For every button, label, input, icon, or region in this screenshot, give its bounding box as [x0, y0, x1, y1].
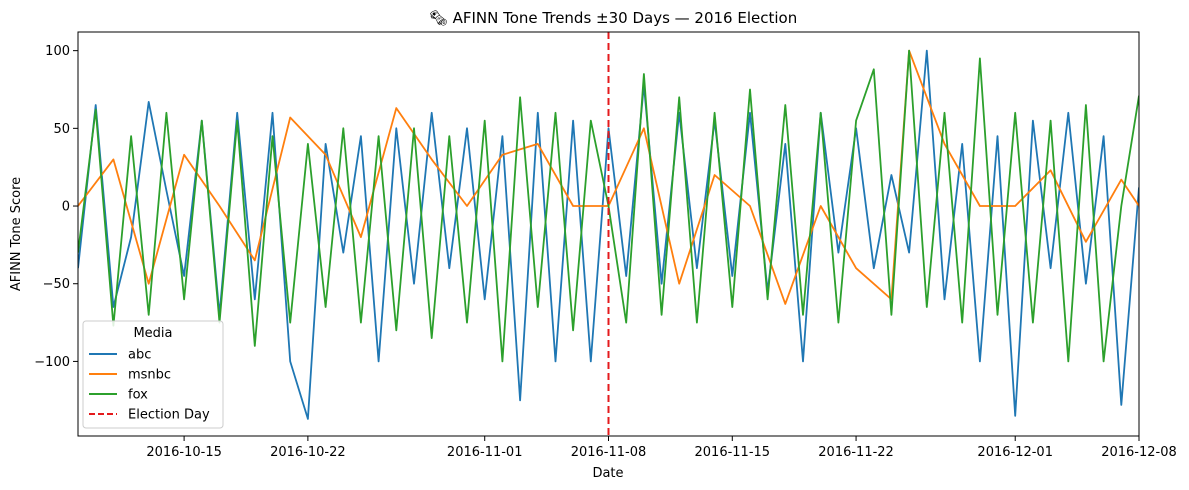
x-axis: 2016-10-15 2016-10-22 2016-11-01 2016-11-08… — [146, 436, 1177, 460]
x-tick-label: 2016-11-22 — [818, 445, 894, 460]
y-tick-label: 50 — [53, 122, 70, 137]
x-tick-label: 2016-12-01 — [977, 445, 1053, 460]
x-tick-label: 2016-10-15 — [146, 445, 222, 460]
legend-label-abc: abc — [128, 348, 151, 363]
series-line-msnbc — [78, 49, 1139, 305]
series-line-fox — [78, 49, 1139, 363]
y-axis: 100 50 0 −50 −100 — [34, 44, 78, 370]
x-tick-label: 2016-11-01 — [447, 445, 523, 460]
series-line-abc — [78, 49, 1139, 420]
chart-title: 🗞 AFINN Tone Trends ±30 Days — 2016 Elec… — [429, 9, 797, 27]
x-axis-label: Date — [592, 466, 623, 481]
x-tick-label: 2016-12-08 — [1101, 445, 1177, 460]
y-tick-label: −100 — [34, 355, 70, 370]
legend-box — [82, 320, 224, 429]
y-tick-label: −50 — [43, 277, 70, 292]
x-tick-label: 2016-10-22 — [270, 445, 346, 460]
series-layer — [78, 49, 1139, 420]
x-tick-label: 2016-11-15 — [695, 445, 771, 460]
legend: Media abc msnbc fox Election Day — [82, 320, 224, 429]
legend-label-election-day: Election Day — [128, 408, 210, 423]
legend-label-msnbc: msnbc — [128, 368, 171, 383]
legend-label-fox: fox — [128, 388, 148, 403]
legend-title: Media — [133, 326, 172, 341]
x-tick-label: 2016-11-08 — [571, 445, 647, 460]
y-tick-label: 100 — [45, 44, 70, 59]
y-tick-label: 0 — [62, 200, 70, 215]
y-axis-label: AFINN Tone Score — [9, 177, 24, 291]
